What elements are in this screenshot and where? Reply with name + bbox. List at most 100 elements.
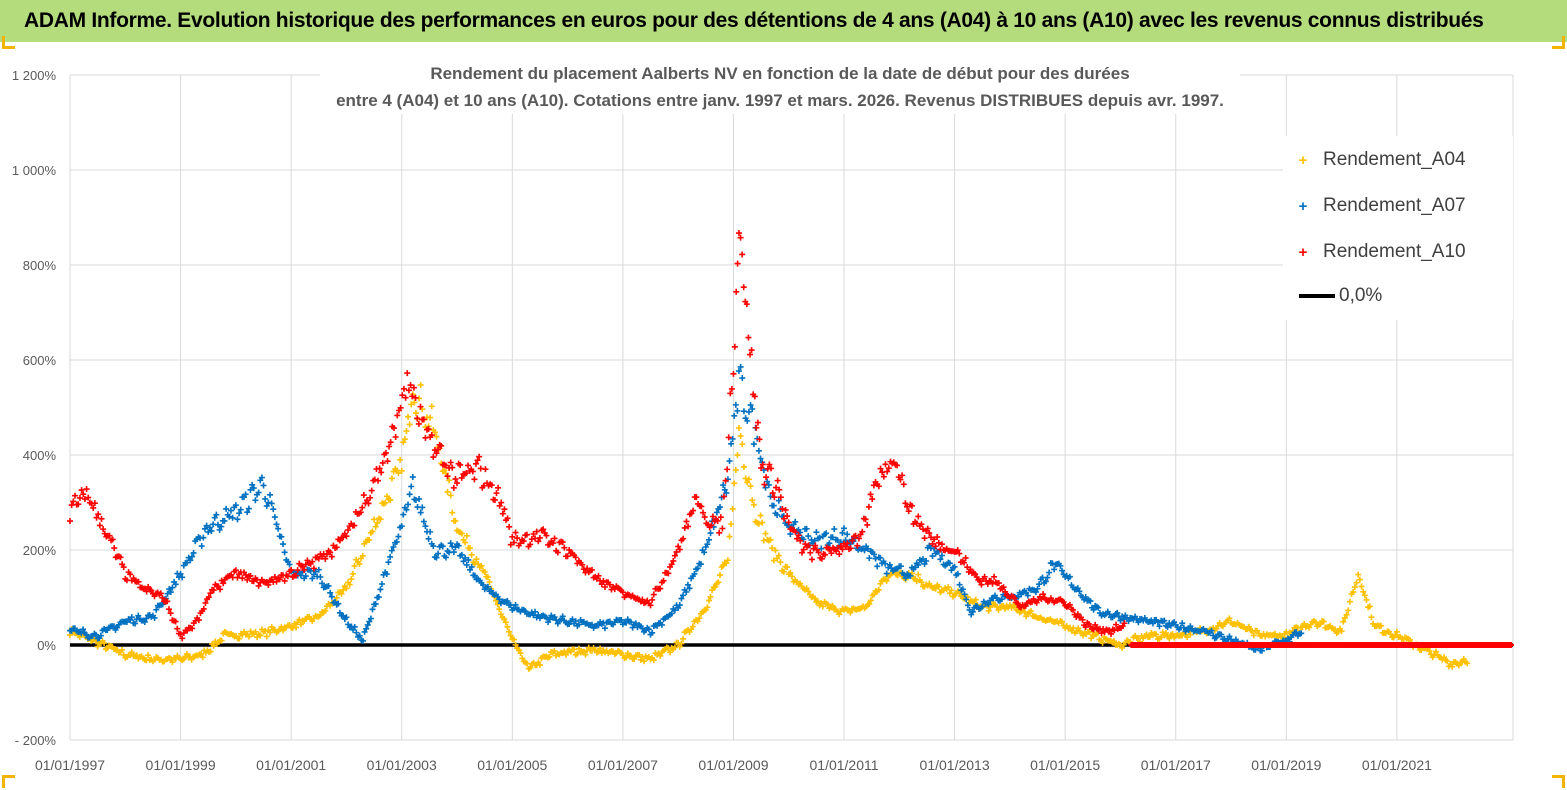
data-point xyxy=(258,474,265,481)
data-point xyxy=(130,575,137,582)
data-point xyxy=(468,551,475,558)
data-point xyxy=(628,619,635,626)
data-point xyxy=(132,620,139,627)
legend-item-a04: + Rendement_A04 xyxy=(1283,148,1466,172)
data-point xyxy=(657,652,664,659)
data-point xyxy=(742,475,749,482)
data-point xyxy=(719,525,726,532)
data-point xyxy=(328,553,335,560)
data-point xyxy=(727,390,734,397)
data-point xyxy=(676,602,683,609)
data-point xyxy=(153,606,160,613)
data-point xyxy=(484,574,491,581)
data-point xyxy=(496,606,503,613)
data-point xyxy=(187,557,194,564)
data-point xyxy=(250,485,257,492)
data-point xyxy=(675,543,682,550)
data-point xyxy=(430,454,437,461)
data-point xyxy=(546,653,553,660)
data-point xyxy=(849,537,856,544)
data-point xyxy=(946,560,953,567)
data-point xyxy=(588,621,595,628)
data-point xyxy=(862,516,869,523)
data-point xyxy=(694,565,701,572)
data-point xyxy=(165,606,172,613)
data-point xyxy=(376,465,383,472)
data-point xyxy=(1363,596,1370,603)
data-point xyxy=(842,543,849,550)
data-point xyxy=(76,494,83,501)
data-point xyxy=(854,542,861,549)
data-point xyxy=(425,535,432,542)
data-point xyxy=(1074,611,1081,618)
data-point xyxy=(566,546,573,553)
data-point xyxy=(837,542,844,549)
data-point xyxy=(1121,620,1128,627)
data-point xyxy=(768,465,775,472)
data-point xyxy=(861,547,868,554)
data-point xyxy=(1011,602,1018,609)
data-point xyxy=(575,621,582,628)
data-point xyxy=(517,540,524,547)
data-point xyxy=(184,559,191,566)
data-point xyxy=(323,551,330,558)
data-point xyxy=(875,586,882,593)
data-point xyxy=(660,577,667,584)
data-point xyxy=(447,540,454,547)
data-point xyxy=(398,523,405,530)
data-point xyxy=(263,633,270,640)
data-point xyxy=(776,486,783,493)
x-tick-label: 01/01/2007 xyxy=(588,757,658,773)
data-point xyxy=(90,504,97,511)
data-point xyxy=(1455,662,1462,669)
data-point xyxy=(463,470,470,477)
data-point xyxy=(409,474,416,481)
data-point xyxy=(315,566,322,573)
data-point xyxy=(792,529,799,536)
data-point xyxy=(96,522,103,529)
data-point xyxy=(810,545,817,552)
data-point xyxy=(1180,624,1187,631)
data-point xyxy=(412,410,419,417)
data-point xyxy=(237,506,244,513)
data-point xyxy=(818,555,825,562)
data-point xyxy=(202,599,209,606)
data-point xyxy=(812,542,819,549)
data-point xyxy=(67,518,73,525)
data-point xyxy=(668,610,675,617)
data-point xyxy=(978,581,985,588)
data-point xyxy=(721,486,728,493)
data-point xyxy=(338,590,345,597)
data-point xyxy=(729,435,736,442)
data-point xyxy=(1226,633,1233,640)
data-point xyxy=(1095,604,1102,611)
data-point xyxy=(588,566,595,573)
data-point xyxy=(411,399,418,406)
data-point xyxy=(905,508,912,515)
data-point xyxy=(831,526,838,533)
y-tick-label: 200% xyxy=(23,543,57,558)
data-point xyxy=(961,559,968,566)
data-point xyxy=(299,563,306,570)
data-point xyxy=(1034,585,1041,592)
data-point xyxy=(360,492,367,499)
data-point xyxy=(859,528,866,535)
data-point xyxy=(498,499,505,506)
data-point xyxy=(724,557,731,564)
data-point xyxy=(935,583,942,590)
data-point xyxy=(205,529,212,536)
data-point xyxy=(792,518,799,525)
data-point xyxy=(442,462,449,469)
data-point xyxy=(880,473,887,480)
data-point xyxy=(877,465,884,472)
data-point xyxy=(700,509,707,516)
data-point xyxy=(527,541,534,548)
data-point xyxy=(564,553,571,560)
data-point xyxy=(245,505,252,512)
data-point xyxy=(884,468,891,475)
data-point xyxy=(726,458,733,465)
data-point xyxy=(416,495,423,502)
data-point xyxy=(684,581,691,588)
data-point xyxy=(351,562,358,569)
data-point xyxy=(735,230,742,237)
